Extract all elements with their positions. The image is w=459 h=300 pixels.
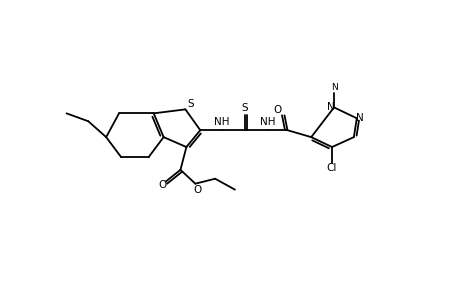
Text: S: S bbox=[187, 99, 193, 110]
Text: NH: NH bbox=[259, 117, 275, 127]
Text: O: O bbox=[193, 184, 201, 195]
Text: Cl: Cl bbox=[326, 163, 336, 173]
Text: NH: NH bbox=[214, 117, 230, 127]
Text: O: O bbox=[273, 105, 281, 116]
Text: N: N bbox=[355, 113, 363, 123]
Text: N: N bbox=[326, 102, 334, 112]
Text: N: N bbox=[330, 83, 336, 92]
Text: S: S bbox=[241, 103, 248, 113]
Text: O: O bbox=[158, 180, 167, 190]
